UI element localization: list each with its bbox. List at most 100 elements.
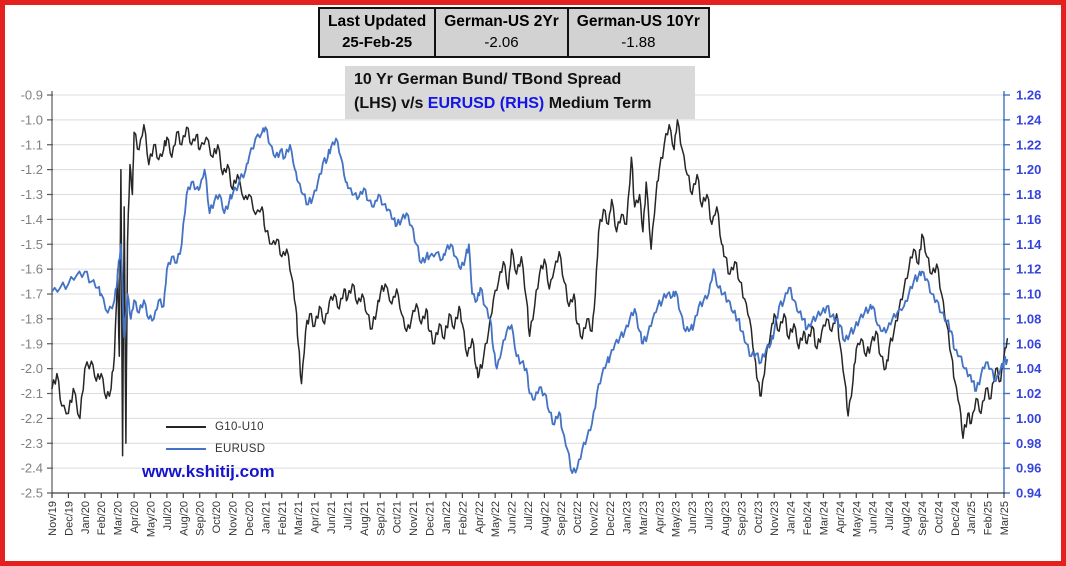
x-axis-month-label: Jun/24: [868, 501, 880, 534]
right-axis-tick-label: 1.08: [1016, 311, 1041, 326]
chart-title-line1: 10 Yr German Bund/ TBond Spread: [354, 71, 622, 88]
x-axis-month-label: Aug/20: [178, 501, 190, 536]
x-axis-month-label: Jan/24: [786, 501, 798, 534]
right-axis-tick-label: 1.02: [1016, 386, 1041, 401]
left-axis-tick-label: -2.3: [21, 436, 43, 451]
right-axis-tick-label: 1.24: [1016, 112, 1042, 127]
right-axis-tick-label: 0.98: [1016, 436, 1041, 451]
chart-legend: G10-U10 EURUSD: [166, 416, 265, 460]
x-axis-month-label: Mar/25: [999, 501, 1011, 535]
right-axis-tick-label: 1.22: [1016, 137, 1041, 152]
right-axis-tick-label: 1.16: [1016, 212, 1041, 227]
right-axis-tick-label: 1.18: [1016, 187, 1041, 202]
x-axis-month-label: Dec/24: [950, 501, 962, 536]
right-axis-tick-label: 1.06: [1016, 336, 1041, 351]
left-axis-tick-label: -2.0: [21, 361, 43, 376]
last-updated-value: 25-Feb-25: [342, 34, 413, 51]
right-axis-tick-label: 0.94: [1016, 486, 1042, 501]
x-axis-month-label: Jul/23: [704, 501, 716, 530]
x-axis-month-label: Feb/24: [802, 501, 814, 535]
kshitij-watermark: www.kshitij.com: [142, 462, 275, 481]
left-axis-tick-label: -1.0: [21, 112, 43, 127]
x-axis-month-label: Oct/23: [753, 501, 765, 533]
x-axis-month-label: Jun/21: [326, 501, 338, 534]
chart-title: 10 Yr German Bund/ TBond Spread (LHS) v/…: [345, 66, 695, 119]
chart-title-eurusd-highlight: EURUSD (RHS): [427, 95, 545, 112]
left-axis-tick-label: -2.5: [21, 486, 43, 501]
legend-item-eurusd: EURUSD: [166, 438, 265, 460]
x-axis-month-label: Apr/23: [654, 501, 666, 533]
x-axis-month-label: Sep/24: [917, 501, 929, 536]
x-axis: Nov/19 Dec/19 Jan/20 Feb/20 Mar/20 Apr/20 May/…: [47, 492, 1011, 537]
x-axis-month-label: Mar/24: [818, 501, 830, 535]
x-axis-month-label: Dec/21: [425, 501, 437, 536]
left-axis-tick-label: -2.2: [21, 411, 43, 426]
x-axis-month-label: Apr/24: [835, 501, 847, 533]
right-axis-tick-label: 1.04: [1016, 361, 1042, 376]
x-axis-month-label: Oct/24: [933, 501, 945, 533]
x-axis-month-label: May/22: [490, 501, 502, 537]
x-axis-month-label: Sep/20: [195, 501, 207, 536]
left-axis-tick-label: -1.9: [21, 336, 43, 351]
x-axis-month-label: Mar/20: [113, 501, 125, 535]
right-axis-tick-label: 1.20: [1016, 162, 1041, 177]
x-axis-month-label: Nov/19: [47, 501, 59, 536]
x-axis-month-label: May/23: [671, 501, 683, 537]
left-axis-tick-label: -2.4: [21, 461, 43, 476]
x-axis-month-label: Jun/23: [687, 501, 699, 534]
x-axis-month-label: Aug/24: [901, 501, 913, 536]
x-axis-month-label: Apr/22: [474, 501, 486, 533]
x-axis-month-label: Sep/22: [556, 501, 568, 536]
x-axis-month-label: Apr/20: [129, 501, 141, 533]
german-us-10yr-value: -1.88: [621, 34, 656, 51]
x-axis-month-label: Nov/21: [408, 501, 420, 536]
legend-label-g10-u10: G10-U10: [215, 421, 264, 433]
x-axis-month-label: Jul/21: [342, 501, 354, 530]
left-axis-tick-label: -1.8: [21, 311, 43, 326]
x-axis-month-label: Sep/23: [736, 501, 748, 536]
eurusd-line-swatch: [166, 448, 206, 450]
right-axis-tick-label: 1.12: [1016, 262, 1041, 277]
legend-item-g10-u10: G10-U10: [166, 416, 265, 438]
x-axis-month-label: Aug/22: [539, 501, 551, 536]
german-us-2yr-header: German-US 2Yr: [444, 13, 559, 30]
right-axis-tick-label: 1.10: [1016, 287, 1041, 302]
x-axis-month-label: Jan/20: [80, 501, 92, 534]
x-axis-month-label: Oct/21: [392, 501, 404, 533]
info-col-german-us-2yr: German-US 2Yr -2.06: [434, 9, 567, 56]
right-axis-tick-label: 0.96: [1016, 461, 1041, 476]
x-axis-month-label: Nov/23: [769, 501, 781, 536]
series-g10-u10: [51, 119, 1009, 457]
chart-title-line2: (LHS) v/s EURUSD (RHS) Medium Term: [354, 95, 652, 112]
x-axis-month-label: Jul/20: [162, 501, 174, 530]
x-axis-month-label: Feb/21: [277, 501, 289, 535]
german-us-10yr-header: German-US 10Yr: [576, 13, 700, 30]
g10-u10-line-swatch: [166, 426, 206, 428]
left-axis: -0.9 -1.0 -1.1 -1.2 -1.3 -1.4 -1.5 -1.6 -1.7 -1.8…: [21, 88, 53, 501]
series-eurusd: [51, 126, 1009, 475]
x-axis-month-label: Apr/21: [310, 501, 322, 533]
x-axis-month-label: Oct/22: [572, 501, 584, 533]
x-axis-month-label: Jun/22: [507, 501, 519, 534]
left-axis-tick-label: -0.9: [21, 88, 43, 103]
x-axis-month-label: Feb/22: [457, 501, 469, 535]
legend-label-eurusd: EURUSD: [215, 443, 266, 455]
x-axis-month-label: Nov/20: [228, 501, 240, 536]
x-axis-month-label: Dec/20: [244, 501, 256, 536]
x-axis-month-label: Mar/23: [638, 501, 650, 535]
right-axis: 1.26 1.24 1.22 1.20 1.18 1.16 1.14 1.12 1.10 1.08…: [1003, 88, 1042, 501]
right-axis-tick-label: 1.14: [1016, 237, 1042, 252]
x-axis-month-label: Feb/20: [96, 501, 108, 535]
x-axis-month-label: Dec/19: [63, 501, 75, 536]
left-axis-tick-label: -1.2: [21, 162, 43, 177]
left-axis-tick-label: -1.4: [21, 212, 43, 227]
x-axis-month-label: May/24: [851, 501, 863, 537]
x-axis-month-label: Dec/22: [605, 501, 617, 536]
x-axis-month-label: Aug/23: [720, 501, 732, 536]
left-axis-tick-label: -1.3: [21, 187, 43, 202]
left-axis-tick-label: -1.1: [21, 137, 43, 152]
x-axis-month-label: Aug/21: [359, 501, 371, 536]
x-axis-month-label: Jul/24: [884, 501, 896, 530]
